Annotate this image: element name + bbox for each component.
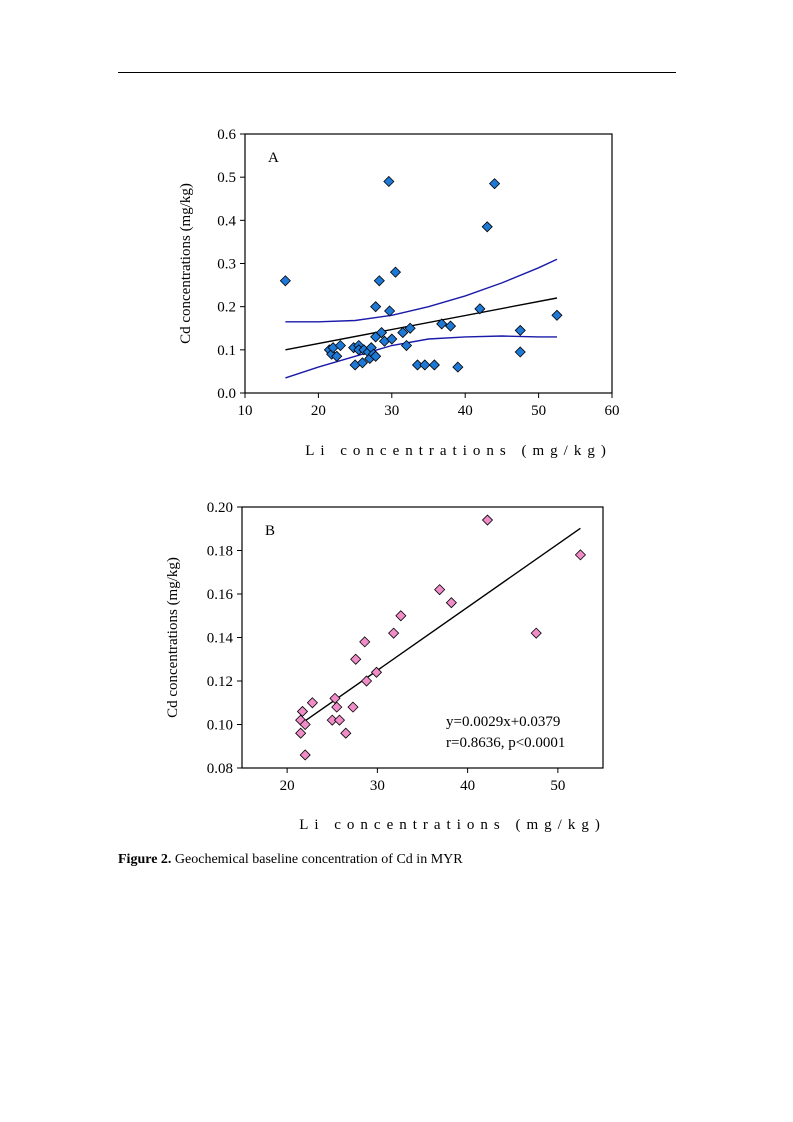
regression-annotation: y=0.0029x+0.0379: [446, 714, 560, 730]
y-tick-label: 0.4: [217, 213, 236, 229]
y-tick-label: 0.5: [217, 170, 236, 186]
x-tick-label: 20: [311, 403, 326, 419]
y-tick-label: 0.10: [207, 718, 233, 734]
data-point: [434, 584, 446, 596]
data-point: [386, 333, 398, 345]
x-tick-label: 50: [531, 403, 546, 419]
x-tick-label: 10: [238, 403, 253, 419]
lower-confidence-band: [285, 335, 557, 379]
panel-label: A: [268, 150, 279, 166]
y-tick-label: 0.16: [207, 587, 234, 603]
data-point: [411, 359, 424, 371]
regression-line: [285, 297, 558, 351]
caption-label: Figure 2.: [118, 852, 172, 867]
data-point: [397, 327, 409, 339]
y-tick-label: 0.0: [217, 386, 236, 402]
y-tick-label: 0.18: [207, 544, 233, 560]
data-point: [395, 610, 407, 622]
data-point: [488, 178, 501, 190]
y-tick-label: 0.14: [207, 631, 234, 647]
data-point: [452, 361, 464, 373]
x-tick-label: 30: [370, 778, 385, 794]
figure-caption: Figure 2. Geochemical baseline concentra…: [118, 852, 463, 868]
data-point: [481, 514, 494, 526]
data-point: [296, 705, 309, 718]
data-point: [419, 359, 431, 371]
data-point: [279, 275, 291, 287]
x-tick-label: 60: [605, 403, 620, 419]
data-point: [574, 549, 587, 561]
data-point: [331, 350, 343, 362]
upper-confidence-band: [285, 258, 558, 323]
data-point: [370, 301, 382, 313]
data-point: [299, 718, 311, 731]
data-point: [474, 303, 486, 315]
data-point: [388, 627, 400, 639]
y-tick-label: 0.12: [207, 674, 233, 690]
data-point: [333, 714, 346, 726]
data-point: [514, 346, 526, 358]
data-point: [384, 305, 396, 317]
x-tick-label: 40: [460, 778, 475, 794]
data-point: [514, 324, 526, 336]
regression-line: [302, 527, 581, 723]
data-point: [299, 749, 311, 761]
chart-b: 0.08 0.10 0.12 0.14 0.16 0.18 0.20 20 30 40 50 Li c…: [165, 500, 606, 833]
data-point: [373, 275, 385, 287]
y-axis-title: Cd concentrations (mg/kg): [165, 557, 181, 718]
caption-text: Geochemical baseline concentration of Cd…: [171, 852, 463, 867]
x-tick-label: 40: [458, 403, 473, 419]
x-axis-title: Li concentrations (mg/kg): [305, 443, 612, 459]
data-point: [436, 318, 448, 330]
data-point: [295, 727, 307, 739]
y-tick-label: 0.08: [207, 761, 233, 777]
data-point: [428, 359, 440, 371]
header-rule: [118, 72, 676, 73]
data-point: [400, 339, 413, 352]
data-point: [334, 339, 346, 352]
y-tick-label: 0.20: [207, 500, 233, 516]
data-point: [445, 597, 457, 609]
x-tick-label: 30: [384, 403, 399, 419]
data-point: [331, 701, 343, 713]
data-point: [375, 327, 388, 339]
x-axis-title: Li concentrations (mg/kg): [299, 817, 606, 833]
data-point: [481, 221, 493, 233]
data-point: [389, 266, 402, 278]
data-point: [359, 636, 371, 648]
data-point: [306, 697, 318, 709]
y-tick-label: 0.6: [217, 127, 236, 143]
data-point: [370, 666, 383, 678]
chart-a: 0.0 0.1 0.2 0.3 0.4 0.5 0.6 10 20 30 40 50 60 Li conc…: [178, 127, 620, 459]
data-point: [350, 653, 362, 665]
y-tick-label: 0.1: [217, 343, 236, 359]
y-tick-label: 0.2: [217, 300, 236, 316]
data-point: [370, 350, 382, 362]
data-point: [530, 627, 542, 639]
y-axis-title: Cd concentrations (mg/kg): [178, 183, 194, 344]
data-point: [383, 175, 395, 188]
data-point: [444, 320, 457, 332]
regression-annotation: r=0.8636, p<0.0001: [446, 735, 565, 751]
data-point: [404, 322, 416, 334]
x-tick-label: 50: [550, 778, 565, 794]
panel-label: B: [265, 523, 275, 539]
data-point: [360, 675, 373, 687]
data-point: [551, 309, 563, 321]
x-tick-label: 20: [280, 778, 295, 794]
data-point: [347, 701, 359, 713]
y-tick-label: 0.3: [217, 257, 236, 273]
data-point: [356, 357, 369, 369]
data-point: [340, 727, 352, 739]
